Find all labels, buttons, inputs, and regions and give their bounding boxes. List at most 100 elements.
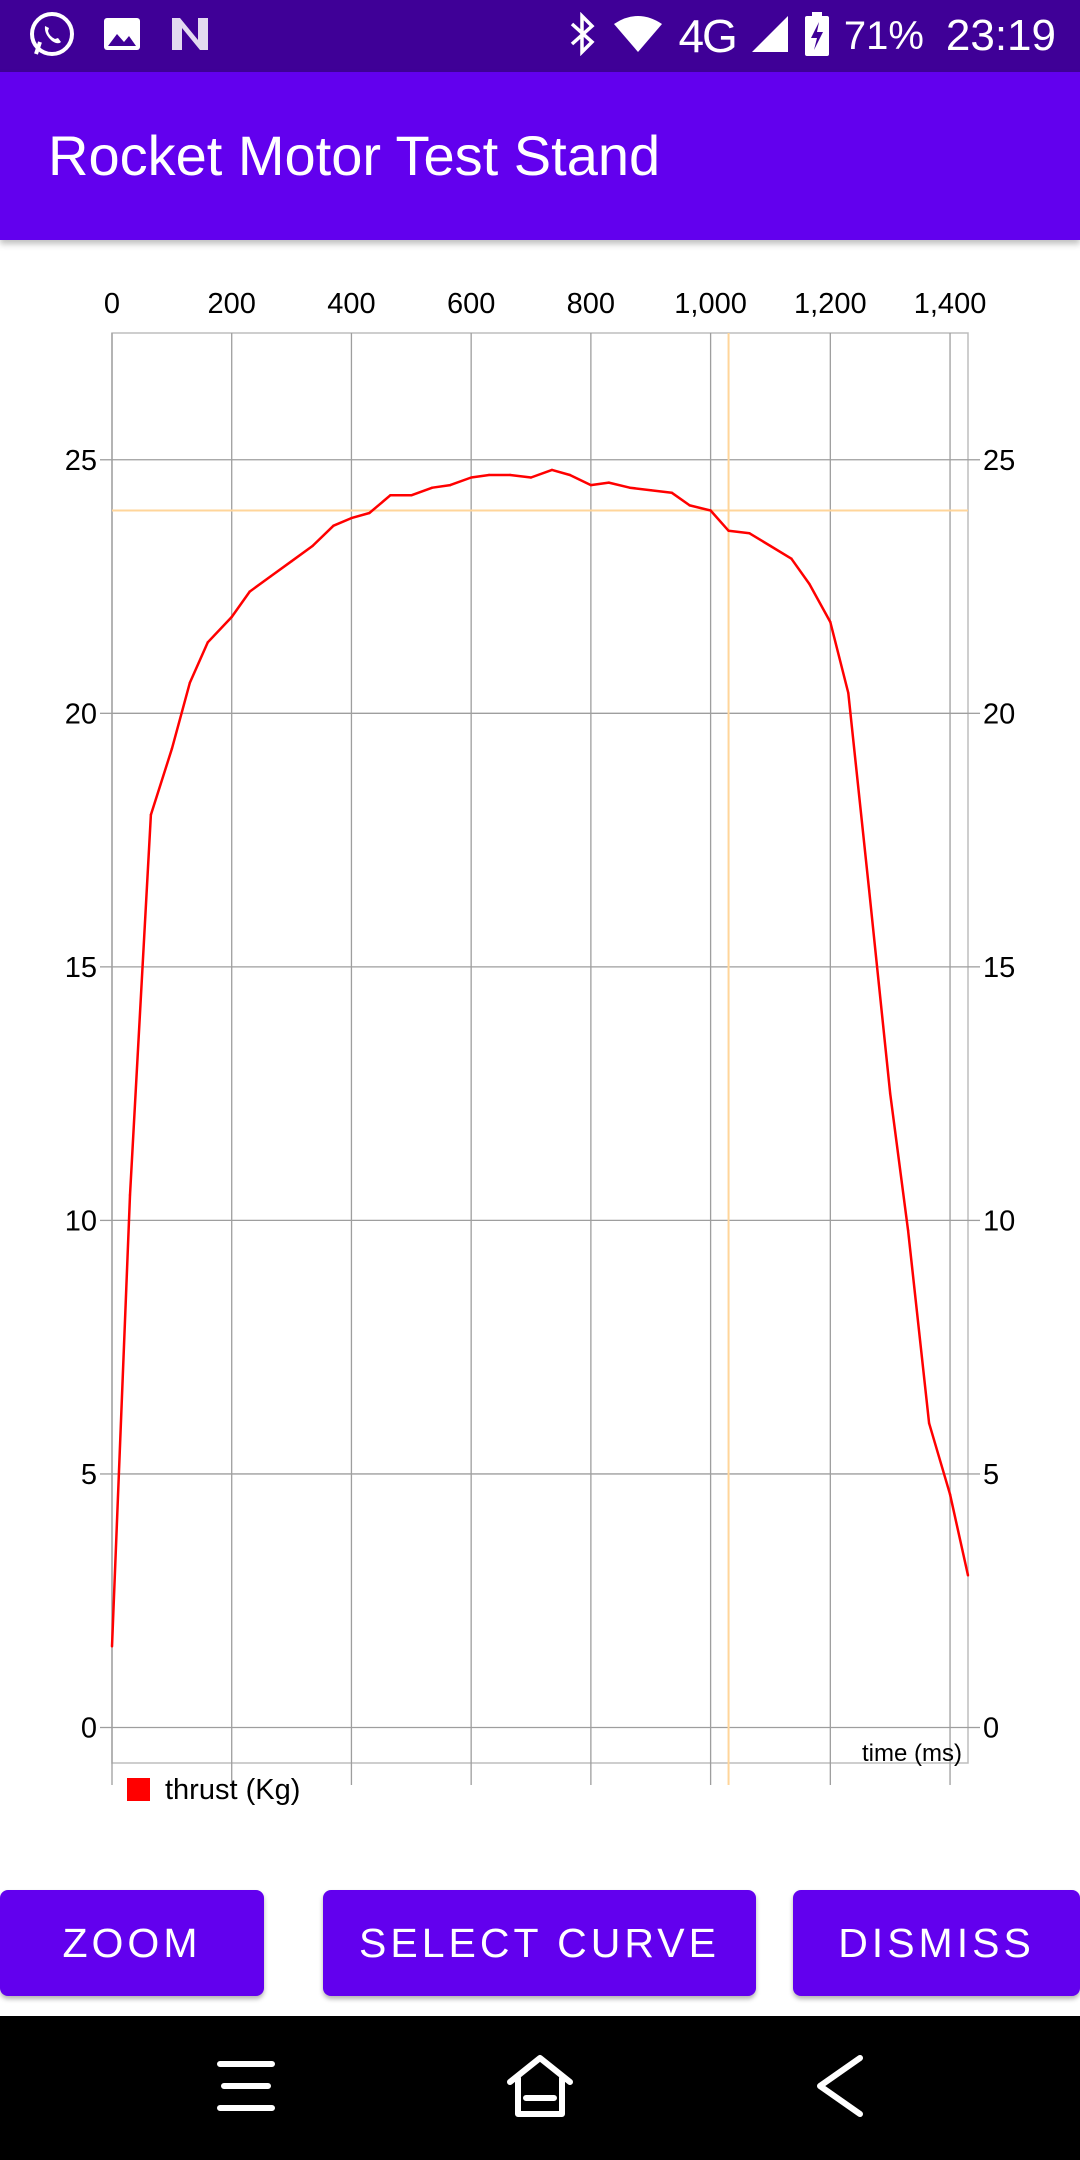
data-point xyxy=(350,516,353,520)
menu-button[interactable] xyxy=(166,2016,326,2160)
legend-label: thrust (Kg) xyxy=(165,1774,300,1806)
x-tick-label: 600 xyxy=(447,288,495,320)
y-tick-label-right: 25 xyxy=(983,445,1015,477)
notification-n-icon xyxy=(168,14,212,59)
cursor-lines xyxy=(112,333,968,1785)
back-icon xyxy=(814,2054,866,2123)
x-tick-label: 1,000 xyxy=(674,288,747,320)
data-point xyxy=(149,813,153,816)
data-point xyxy=(948,1493,952,1496)
x-tick-label: 200 xyxy=(208,288,256,320)
data-point xyxy=(206,641,209,644)
battery-percent: 71% xyxy=(843,13,924,58)
data-point xyxy=(769,544,772,548)
data-point xyxy=(487,473,491,477)
data-point xyxy=(128,1193,132,1197)
select-curve-button[interactable]: SELECT CURVE xyxy=(323,1890,756,1996)
data-point xyxy=(550,468,554,472)
data-point xyxy=(847,691,850,695)
data-point xyxy=(688,504,691,507)
data-point xyxy=(110,1645,114,1648)
data-point xyxy=(410,494,413,497)
data-point xyxy=(368,511,371,515)
data-point xyxy=(868,889,871,893)
y-tick-label-left: 0 xyxy=(81,1713,97,1745)
wifi-icon xyxy=(612,14,664,59)
data-point xyxy=(628,486,631,489)
home-icon xyxy=(506,2054,574,2123)
status-bar-left xyxy=(28,0,212,72)
y-tick-label-right: 15 xyxy=(983,952,1015,984)
data-point xyxy=(670,491,673,494)
data-point xyxy=(170,747,174,751)
menu-icon xyxy=(216,2058,276,2119)
data-point xyxy=(888,1092,892,1095)
y-tick-label-right: 20 xyxy=(983,698,1015,730)
status-bar: 4G 71% 23:19 xyxy=(0,0,1080,72)
navigation-bar xyxy=(0,2016,1080,2160)
series-line-thrust xyxy=(110,468,970,1647)
x-tick-label: 400 xyxy=(327,288,375,320)
bluetooth-icon xyxy=(568,11,598,61)
signal-icon xyxy=(750,14,790,59)
y-tick-label-left: 15 xyxy=(65,952,97,984)
y-tick-label-left: 20 xyxy=(65,698,97,730)
status-bar-right: 4G 71% 23:19 xyxy=(568,0,1056,72)
data-point xyxy=(927,1422,931,1425)
app-title: Rocket Motor Test Stand xyxy=(48,124,661,187)
battery-charging-icon xyxy=(804,11,830,61)
data-point xyxy=(248,590,251,593)
data-point xyxy=(808,582,811,586)
data-point xyxy=(906,1229,910,1232)
y-tick-label-left: 10 xyxy=(65,1205,97,1237)
data-point xyxy=(332,524,335,527)
x-tick-label: 1,400 xyxy=(914,288,987,320)
clock: 23:19 xyxy=(945,11,1056,60)
image-icon xyxy=(102,14,142,59)
tick-labels: 0 200 400 600 800 1,000 1,200 1,400 0 0 5 5 10 10 15 15… xyxy=(65,288,1016,1745)
data-point xyxy=(790,557,793,560)
x-axis-label: time (ms) xyxy=(862,1740,962,1767)
series-layer xyxy=(110,468,970,1648)
data-point xyxy=(389,494,392,497)
dismiss-button[interactable]: DISMISS xyxy=(793,1890,1080,1996)
home-button[interactable] xyxy=(460,2016,620,2160)
y-tick-label-right: 5 xyxy=(983,1459,999,1491)
data-point xyxy=(449,483,452,487)
data-point xyxy=(966,1574,970,1577)
data-point xyxy=(469,476,473,479)
y-tick-label-left: 5 xyxy=(81,1459,97,1491)
y-tick-label-left: 25 xyxy=(65,445,97,477)
data-point xyxy=(311,544,314,548)
data-point xyxy=(431,486,434,489)
data-point xyxy=(290,559,293,563)
y-tick-label-right: 10 xyxy=(983,1205,1015,1237)
grid xyxy=(100,333,980,1785)
data-point xyxy=(529,476,533,479)
data-point xyxy=(709,509,712,512)
network-type: 4G xyxy=(678,10,737,62)
data-point xyxy=(727,529,730,532)
zoom-button[interactable]: ZOOM xyxy=(0,1890,264,1996)
whatsapp-icon xyxy=(28,10,76,63)
data-point xyxy=(607,481,611,484)
x-tick-label: 1,200 xyxy=(794,288,867,320)
app-bar: Rocket Motor Test Stand xyxy=(0,72,1080,240)
legend-swatch xyxy=(127,1778,150,1801)
data-point xyxy=(589,483,593,487)
x-tick-label: 800 xyxy=(567,288,615,320)
back-button[interactable] xyxy=(760,2016,920,2160)
y-tick-label-right: 0 xyxy=(983,1713,999,1745)
data-point xyxy=(649,488,652,492)
data-point xyxy=(829,620,832,624)
plot-frame xyxy=(111,332,969,1764)
data-point xyxy=(230,615,233,619)
data-point xyxy=(188,681,192,685)
data-point xyxy=(269,575,272,578)
x-tick-label: 0 xyxy=(104,288,120,320)
legend: thrust (Kg) xyxy=(127,1774,300,1806)
thrust-chart[interactable]: 0 200 400 600 800 1,000 1,200 1,400 0 0 5 5 10 10 15 15… xyxy=(0,240,1080,1860)
data-point xyxy=(748,532,751,535)
data-point xyxy=(568,473,572,477)
data-point xyxy=(508,473,512,477)
